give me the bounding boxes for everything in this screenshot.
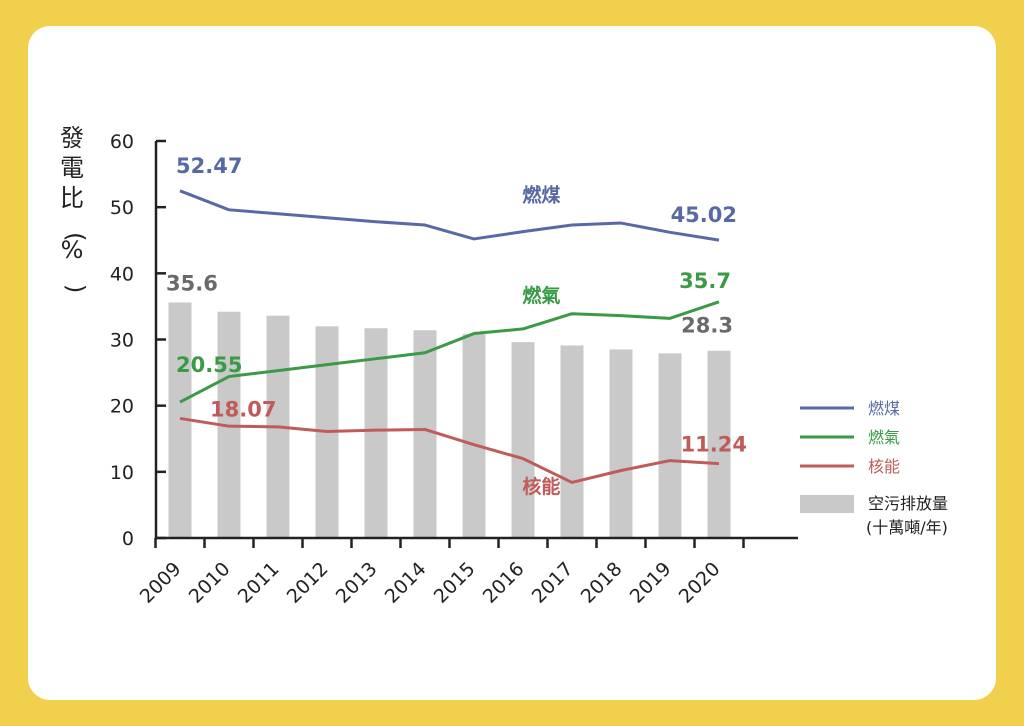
y-axis-label: 發電比(%) bbox=[60, 124, 89, 293]
data-label-bar-0: 35.6 bbox=[166, 271, 218, 295]
bar-2019 bbox=[658, 353, 682, 538]
y-tick-label: 50 bbox=[110, 197, 134, 219]
y-tick-label: 60 bbox=[110, 131, 134, 153]
bar-2014 bbox=[413, 330, 437, 538]
bar-2009 bbox=[168, 302, 192, 538]
inline-series-label-2: 燃氣 bbox=[522, 284, 560, 307]
data-label-series1-0: 52.47 bbox=[176, 154, 242, 178]
x-tick-label-2017: 2017 bbox=[528, 558, 578, 608]
x-tick-label-2019: 2019 bbox=[626, 558, 676, 608]
data-label-series2-0: 20.55 bbox=[176, 353, 242, 377]
series-line-2 bbox=[179, 300, 720, 404]
y-tick-label: 30 bbox=[110, 330, 134, 352]
legend-label-2: 燃氣 bbox=[868, 428, 900, 447]
bar-2016 bbox=[511, 342, 535, 538]
inline-series-label-1: 燃煤 bbox=[522, 184, 560, 207]
data-label-series1-11: 45.02 bbox=[671, 203, 737, 227]
inline-series-label-3: 核能 bbox=[522, 475, 560, 498]
legend-label-bars-unit: (十萬噸/年) bbox=[866, 518, 948, 537]
y-tick-label: 20 bbox=[110, 396, 134, 418]
data-label-series3-11: 11.24 bbox=[681, 433, 747, 457]
legend-label-1: 燃煤 bbox=[868, 399, 900, 418]
legend-swatch-bars bbox=[800, 495, 854, 513]
y-tick-label: 0 bbox=[122, 528, 134, 550]
x-tick-label-2018: 2018 bbox=[577, 558, 627, 608]
x-tick-label-2020: 2020 bbox=[675, 558, 725, 608]
bar-2018 bbox=[609, 349, 633, 538]
data-label-series2-11: 35.7 bbox=[679, 269, 731, 293]
legend-label-bars: 空污排放量 bbox=[868, 494, 948, 513]
legend-label-3: 核能 bbox=[868, 457, 900, 476]
y-tick-label: 10 bbox=[110, 462, 134, 484]
series-line-1 bbox=[179, 189, 720, 242]
chart-card: 0 10 20 30 40 50 60 2009 2010 2011 2012 2013 2014 201… bbox=[28, 26, 996, 700]
data-label-series3-0: 18.07 bbox=[210, 397, 276, 421]
x-tick-label-2016: 2016 bbox=[479, 558, 529, 608]
x-tick-label-2014: 2014 bbox=[381, 558, 431, 608]
x-tick-label-2011: 2011 bbox=[234, 558, 284, 608]
x-tick-label-2010: 2010 bbox=[185, 558, 235, 608]
x-tick-label-2012: 2012 bbox=[283, 558, 333, 608]
y-tick-label: 40 bbox=[110, 263, 134, 285]
x-tick-label-2009: 2009 bbox=[136, 558, 186, 608]
bar-2020 bbox=[707, 350, 731, 538]
x-tick-label-2015: 2015 bbox=[430, 558, 480, 608]
bar-2015 bbox=[462, 334, 486, 538]
x-tick-label-2013: 2013 bbox=[332, 558, 382, 608]
bar-2017 bbox=[560, 345, 584, 538]
data-label-bar-11: 28.3 bbox=[681, 314, 733, 338]
series-line-3 bbox=[179, 416, 720, 484]
bar-2013 bbox=[364, 328, 388, 538]
